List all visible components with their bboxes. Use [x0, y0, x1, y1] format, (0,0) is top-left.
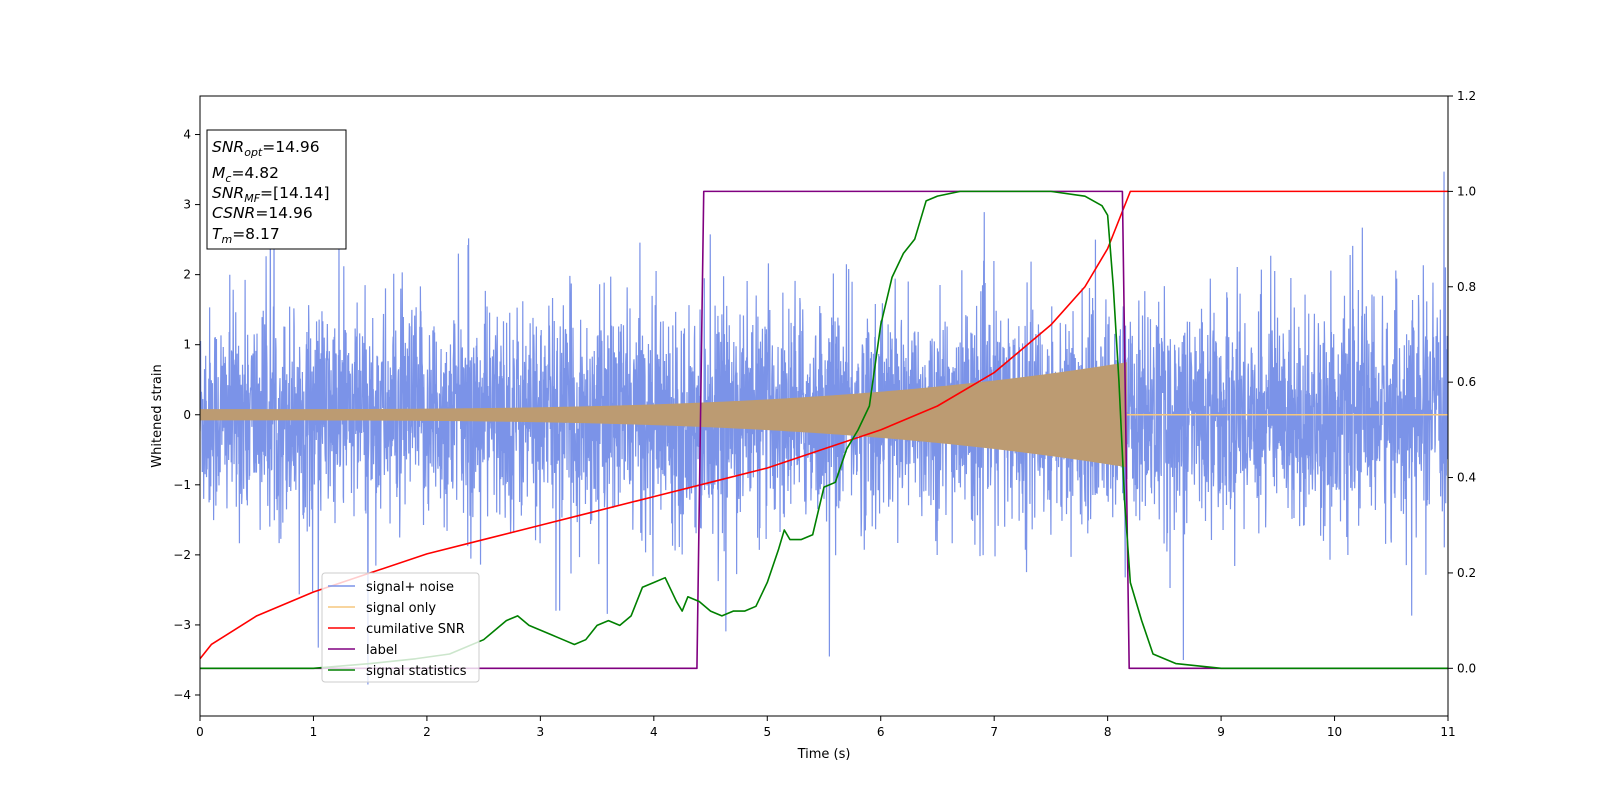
annotation-box: SNRopt=14.96 Mc=4.82SNRMF=[14.14]CSNR=14.…	[206, 129, 347, 250]
y2-tick-label: 0.2	[1457, 566, 1476, 580]
y-tick-label: −2	[173, 548, 191, 562]
y2-tick-label: 0.0	[1457, 661, 1476, 675]
series-signal-only-band	[200, 362, 1127, 468]
legend: signal+ noise signal only cumilative SNR la…	[321, 572, 480, 683]
annotation-line: SNRMF=[14.14]	[212, 184, 330, 205]
x-tick-label: 1	[310, 725, 318, 739]
y-tick-label: 0	[183, 408, 191, 422]
legend-frame	[321, 572, 480, 683]
y-tick-label: 1	[183, 338, 191, 352]
x-tick-label: 11	[1440, 725, 1455, 739]
x-tick-label: 10	[1327, 725, 1342, 739]
y-tick-label: −1	[173, 478, 191, 492]
y2-tick-label: 0.8	[1457, 280, 1476, 294]
legend-label: signal only	[366, 601, 436, 616]
x-tick-label: 4	[650, 725, 658, 739]
annotation-line: CSNR=14.96	[212, 204, 313, 222]
legend-label: signal+ noise	[366, 580, 454, 595]
y2-tick-label: 0.6	[1457, 375, 1476, 389]
y-tick-label: −4	[173, 688, 191, 702]
y-tick-label: 4	[183, 128, 191, 142]
axes: 0 1 2 3 4 5 6 7 8 9 10 11 −4 −3 −2 −1 0 1 2 3 4 0.0 0.2 0.4 0.6 0…	[173, 89, 1476, 739]
y-tick-label: −3	[173, 618, 191, 632]
x-tick-label: 7	[990, 725, 998, 739]
y2-tick-label: 1.2	[1457, 89, 1476, 103]
x-tick-label: 9	[1217, 725, 1225, 739]
x-tick-label: 0	[196, 725, 204, 739]
annotation-line: SNRopt=14.96	[212, 138, 320, 159]
legend-label: label	[366, 643, 397, 658]
x-axis-label: Time (s)	[797, 747, 851, 762]
x-tick-label: 6	[877, 725, 885, 739]
x-tick-label: 2	[423, 725, 431, 739]
legend-label: cumilative SNR	[366, 622, 465, 637]
y-tick-label: 2	[183, 268, 191, 282]
legend-label: signal statistics	[366, 664, 467, 679]
x-tick-label: 8	[1104, 725, 1112, 739]
y2-tick-label: 0.4	[1457, 471, 1476, 485]
x-tick-label: 3	[537, 725, 545, 739]
series-signal-noise-line	[200, 171, 1448, 685]
annotation-line: Mc=4.82	[212, 164, 279, 185]
annotation-line: Tm=8.17	[212, 225, 280, 246]
series-signal-statistics-line	[200, 190, 1448, 670]
x-tick-label: 5	[763, 725, 771, 739]
y-tick-label: 3	[183, 198, 191, 212]
annotation-frame	[206, 129, 347, 250]
y2-tick-label: 1.0	[1457, 184, 1476, 198]
series-label-line	[200, 190, 1448, 670]
y-axis-label: Whitened strain	[150, 364, 165, 467]
plot-frame	[199, 95, 1449, 717]
